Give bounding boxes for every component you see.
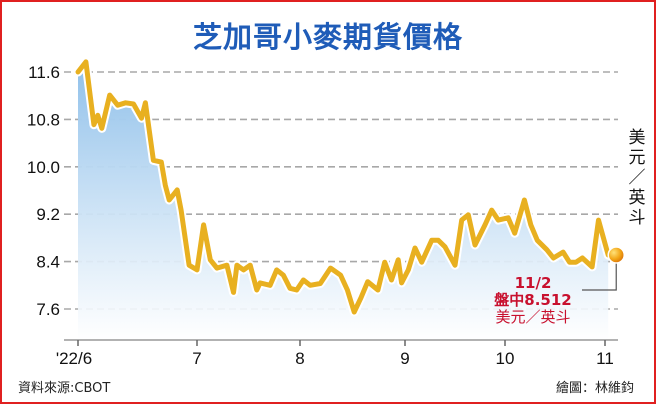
data-point bbox=[100, 127, 104, 130]
data-point bbox=[366, 280, 369, 283]
data-point bbox=[397, 258, 400, 262]
annotation-unit: 美元／英斗 bbox=[495, 308, 571, 326]
data-point bbox=[235, 263, 239, 267]
data-point bbox=[295, 288, 298, 292]
data-point bbox=[490, 208, 493, 212]
data-point bbox=[383, 260, 386, 264]
data-point bbox=[536, 239, 539, 242]
data-point bbox=[187, 263, 191, 267]
data-point bbox=[140, 117, 143, 120]
data-point bbox=[319, 282, 322, 285]
data-point bbox=[346, 288, 349, 292]
x-tick-label: 10 bbox=[496, 349, 515, 368]
data-point bbox=[497, 218, 500, 222]
source-note: 資料來源:CBOT bbox=[18, 381, 111, 396]
latest-value-annotation: 11/2 盤中8.512 美元／英斗 bbox=[478, 275, 588, 326]
data-point bbox=[308, 284, 312, 287]
data-point bbox=[437, 239, 440, 242]
y-tick-label: 11.6 bbox=[28, 63, 60, 82]
data-point bbox=[116, 103, 119, 107]
data-point bbox=[460, 218, 463, 222]
data-point bbox=[420, 260, 423, 264]
data-point bbox=[352, 310, 356, 314]
data-point bbox=[329, 266, 332, 270]
data-point bbox=[581, 256, 584, 260]
x-tick-label: 11 bbox=[596, 349, 614, 368]
x-tick-label: 9 bbox=[400, 349, 409, 368]
price-area-fill bbox=[78, 61, 609, 341]
annotation-text: 盤中8.512 bbox=[494, 291, 572, 309]
data-point bbox=[467, 213, 470, 216]
data-point bbox=[390, 278, 393, 282]
y-tick-label: 10.0 bbox=[27, 158, 60, 177]
data-point bbox=[108, 93, 111, 97]
credit-note: 繪圖：林維鈞 bbox=[555, 381, 634, 396]
data-point bbox=[248, 263, 252, 267]
data-point bbox=[258, 281, 262, 285]
data-point bbox=[574, 260, 578, 264]
data-point bbox=[84, 60, 88, 64]
data-point bbox=[282, 274, 285, 277]
data-point bbox=[568, 260, 571, 264]
data-point bbox=[561, 250, 565, 254]
data-point bbox=[413, 246, 417, 250]
data-point bbox=[255, 288, 259, 292]
data-point bbox=[132, 102, 135, 106]
data-point bbox=[168, 198, 171, 202]
y-tick-label: 10.8 bbox=[27, 110, 60, 129]
data-point bbox=[453, 263, 457, 267]
data-point bbox=[443, 245, 447, 248]
data-point bbox=[507, 216, 510, 219]
x-tick-label: 7 bbox=[192, 349, 201, 368]
data-point bbox=[552, 256, 555, 260]
data-point bbox=[288, 287, 292, 290]
annotation-leader-line bbox=[582, 262, 617, 291]
y-axis-unit-label: 美元／英斗 bbox=[628, 128, 646, 228]
data-point bbox=[523, 198, 526, 202]
data-point bbox=[483, 223, 487, 227]
data-point bbox=[179, 208, 183, 212]
y-tick-label: 9.2 bbox=[36, 205, 60, 224]
y-tick-label: 7.6 bbox=[36, 300, 60, 319]
data-point bbox=[529, 223, 533, 227]
latest-value-marker bbox=[607, 246, 625, 264]
data-point bbox=[92, 123, 96, 126]
annotation-date: 11/2 bbox=[514, 274, 552, 292]
data-point bbox=[164, 183, 167, 187]
data-point bbox=[268, 284, 272, 287]
data-point bbox=[545, 248, 549, 251]
data-point bbox=[242, 268, 245, 272]
data-point bbox=[376, 288, 380, 292]
x-tick-label: '22/6 bbox=[56, 349, 92, 368]
data-point bbox=[275, 268, 278, 272]
data-point bbox=[160, 160, 163, 164]
chart-title: 芝加哥小麥期貨價格 bbox=[192, 20, 463, 54]
data-point bbox=[96, 114, 100, 117]
data-point bbox=[209, 258, 212, 262]
data-point bbox=[302, 278, 305, 282]
data-point bbox=[473, 243, 477, 247]
data-point bbox=[597, 218, 600, 222]
data-point bbox=[225, 263, 229, 267]
data-point bbox=[144, 101, 147, 105]
data-point bbox=[124, 101, 127, 105]
data-point bbox=[513, 231, 516, 235]
data-point bbox=[232, 291, 235, 294]
data-point bbox=[407, 268, 410, 272]
data-point bbox=[195, 268, 199, 272]
data-point bbox=[590, 265, 594, 269]
y-tick-label: 8.4 bbox=[36, 253, 60, 272]
data-point bbox=[215, 266, 219, 270]
data-point bbox=[430, 239, 433, 242]
data-point bbox=[76, 70, 80, 74]
data-point bbox=[400, 281, 403, 285]
x-tick-label: 8 bbox=[295, 349, 304, 368]
data-point bbox=[175, 188, 179, 192]
data-point bbox=[152, 159, 155, 162]
data-point bbox=[359, 296, 363, 299]
data-point bbox=[339, 274, 342, 277]
data-point bbox=[202, 223, 205, 227]
